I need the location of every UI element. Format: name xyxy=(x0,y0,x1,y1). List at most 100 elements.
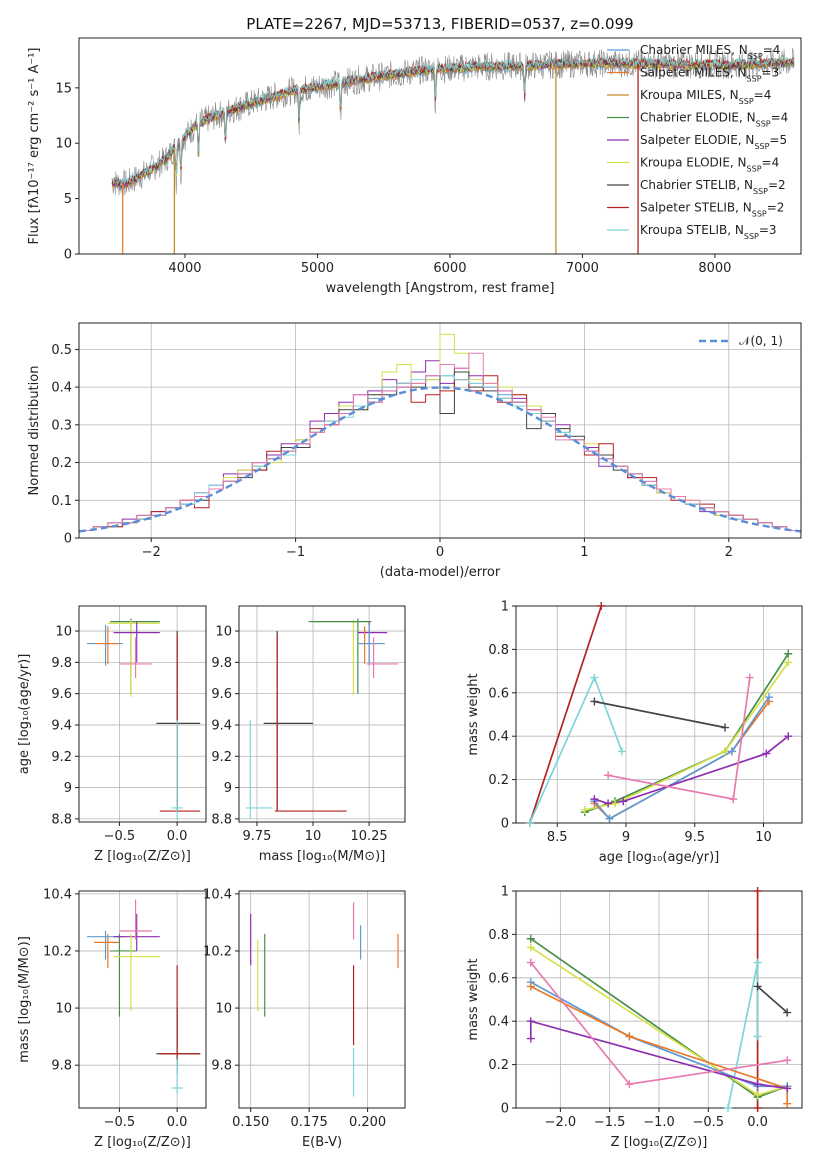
x-tick-label: 5000 xyxy=(301,261,334,276)
weight-point-marker xyxy=(753,887,762,895)
panel-age_vs_Z: −0.5 0.0 8.8 9 9.2 9.4 9.6 9.8 10 Z [log₁₀(Z/Z⊙)]… xyxy=(17,605,207,864)
weight-point-marker xyxy=(617,747,626,756)
y-tick-label: 9.2 xyxy=(51,750,72,765)
weight-point-marker xyxy=(590,673,599,682)
weight-point-marker xyxy=(783,1056,792,1065)
y-tick-label: 0.6 xyxy=(488,971,509,986)
weight-point-marker xyxy=(783,1008,792,1017)
y-tick-label: 10 xyxy=(55,1002,72,1017)
legend-entry: Kroupa MILES, NSSP=4 xyxy=(640,88,771,106)
weight-point-marker xyxy=(526,958,535,967)
y-tick-label: 0.8 xyxy=(488,928,509,943)
x-tick-label: 10 xyxy=(305,829,322,844)
y-tick-label: 9.6 xyxy=(51,687,72,702)
weight-point-marker xyxy=(721,723,729,732)
x-tick-label: −1.0 xyxy=(643,1115,675,1130)
legend-entry: Chabrier MILES, NSSP=4 xyxy=(640,43,780,61)
y-tick-label: 10 xyxy=(55,137,72,152)
y-axis-label: Normed distribution xyxy=(27,366,42,496)
x-tick-label: 0.0 xyxy=(167,1115,188,1130)
y-tick-label: 0.6 xyxy=(488,686,509,701)
y-tick-label: 10 xyxy=(55,625,72,640)
panel-mass_vs_ebv: 0.150 0.175 0.200 9.8 10 10.2 10.4 E(B-V) xyxy=(203,887,406,1150)
y-tick-label: 0.8 xyxy=(488,643,509,658)
panel-spectrum: 4000 5000 6000 7000 8000 0 5 10 15 wavelength [An… xyxy=(27,37,802,296)
weight-series-line xyxy=(529,1020,788,1090)
weight-point-marker xyxy=(526,982,535,991)
plot-area-mass_vs_Z xyxy=(87,899,201,1094)
y-tick-label: 8.8 xyxy=(51,812,72,827)
panel-mass_vs_Z: −0.5 0.0 9.8 10 10.2 10.4 Z [log₁₀(Z/Z⊙)] mass … xyxy=(17,887,207,1150)
x-axis-label: Z [log₁₀(Z/Z⊙)] xyxy=(611,1135,708,1150)
panel-weight_vs_Z: −2.0 −1.5 −1.0 −0.5 0.0 0 0.2 0.4 0.6 0.8 1 Z [log₁… xyxy=(466,885,803,1150)
y-tick-label: 0.2 xyxy=(488,1058,509,1073)
histogram-step-line xyxy=(79,352,801,538)
weight-point-marker xyxy=(605,814,614,823)
y-tick-label: 0.3 xyxy=(51,418,72,433)
y-tick-label: 9.8 xyxy=(211,1059,232,1074)
panel-weight_vs_age: 8.5 9 9.5 10 0 0.2 0.4 0.6 0.8 1 age [log₁₀(age/yr… xyxy=(466,600,803,865)
y-tick-label: 9.4 xyxy=(51,718,72,733)
x-tick-label: 7000 xyxy=(566,261,599,276)
weight-point-marker xyxy=(526,1034,535,1043)
y-tick-label: 5 xyxy=(64,192,72,207)
y-tick-label: 0.4 xyxy=(488,1015,509,1030)
x-tick-label: 1 xyxy=(580,545,588,560)
y-tick-label: 9.4 xyxy=(211,718,232,733)
weight-point-marker xyxy=(611,799,619,808)
weight-point-marker xyxy=(526,934,535,943)
axes-frame xyxy=(238,605,406,823)
x-tick-label: 9.75 xyxy=(242,829,271,844)
x-tick-label: −2 xyxy=(142,545,161,560)
x-tick-label: 0.150 xyxy=(232,1115,269,1130)
weight-series-line xyxy=(594,735,789,805)
x-tick-label: 0.0 xyxy=(167,829,188,844)
panel-age_vs_mass: 9.75 10 10.25 8.8 9 9.2 9.4 9.6 9.8 10 mass [log₁₀… xyxy=(211,605,406,864)
y-tick-label: 0.4 xyxy=(488,730,509,745)
weight-point-marker xyxy=(525,819,534,827)
model-spectrum-line xyxy=(111,55,795,186)
weight-point-marker xyxy=(784,649,793,658)
y-axis-label: Flux [fλ10⁻¹⁷ erg cm⁻² s⁻¹ A⁻¹] xyxy=(27,48,42,245)
x-axis-label: wavelength [Angstrom, rest frame] xyxy=(326,281,555,296)
y-tick-label: 9.8 xyxy=(51,656,72,671)
plot-area-age_vs_Z xyxy=(87,618,201,819)
y-tick-label: 1 xyxy=(501,600,509,615)
y-tick-label: 10.4 xyxy=(203,887,232,902)
x-tick-label: 9 xyxy=(622,830,630,845)
axes-frame xyxy=(515,605,803,824)
weight-point-marker xyxy=(727,747,736,756)
axes-frame xyxy=(78,605,207,823)
y-tick-label: 9 xyxy=(64,781,72,796)
y-tick-label: 0.2 xyxy=(51,456,72,471)
x-tick-label: 6000 xyxy=(433,261,466,276)
legend-entry: Salpeter STELIB, NSSP=2 xyxy=(640,201,784,219)
legend-entry: Chabrier STELIB, NSSP=2 xyxy=(640,178,786,196)
weight-point-marker xyxy=(765,693,773,702)
y-axis-label: mass weight xyxy=(466,673,481,755)
y-tick-label: 10.4 xyxy=(43,887,72,902)
y-axis-label: age [log₁₀(age/yr)] xyxy=(17,654,32,775)
y-axis-label: mass weight xyxy=(466,958,481,1040)
x-axis-label: Z [log₁₀(Z/Z⊙)] xyxy=(94,1135,191,1150)
y-tick-label: 1 xyxy=(501,885,509,900)
weight-point-marker xyxy=(619,797,628,806)
legend-entry: Kroupa ELODIE, NSSP=4 xyxy=(640,156,779,174)
weight-point-marker xyxy=(604,799,613,808)
panel-residuals: −2 −1 0 1 2 0 0.1 0.2 0.3 0.4 0.5 (data-model)/erro… xyxy=(27,322,802,580)
x-axis-label: E(B-V) xyxy=(302,1135,342,1150)
y-tick-label: 9.2 xyxy=(211,750,232,765)
figure-title: PLATE=2267, MJD=53713, FIBERID=0537, z=0… xyxy=(246,15,633,33)
axes-frame xyxy=(78,890,207,1109)
y-tick-label: 9.8 xyxy=(51,1059,72,1074)
weight-point-marker xyxy=(783,1099,792,1108)
weight-point-marker xyxy=(625,1080,634,1089)
axes-frame xyxy=(78,322,802,539)
weight-series-line xyxy=(530,985,789,1104)
x-tick-label: 10 xyxy=(755,830,772,845)
weight-point-marker xyxy=(753,1080,762,1089)
weight-point-marker xyxy=(597,602,606,610)
weight-point-marker xyxy=(753,958,762,967)
